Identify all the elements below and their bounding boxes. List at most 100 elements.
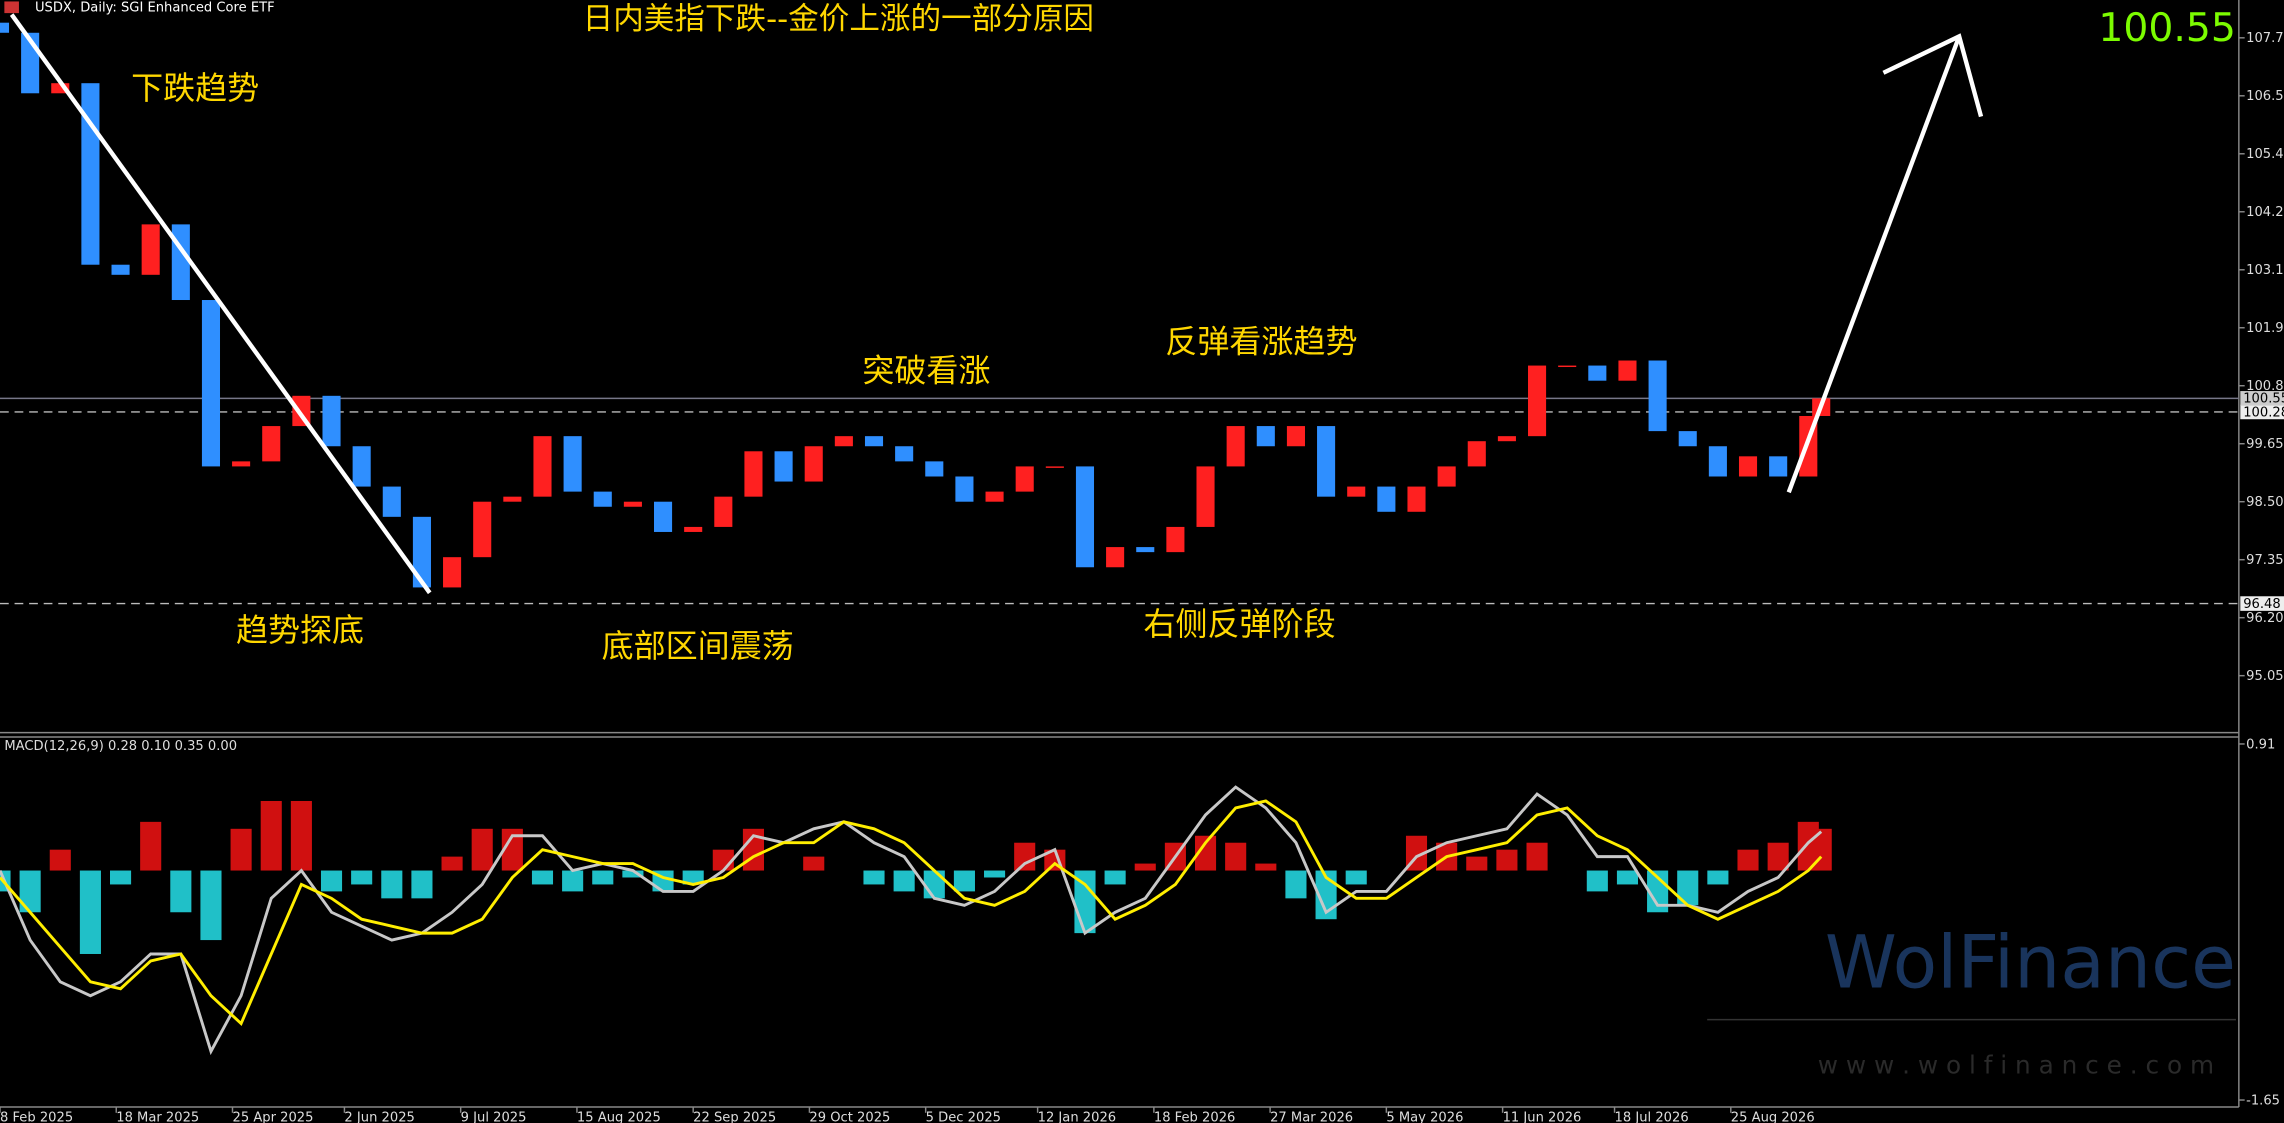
- x-tick-label: 27 Mar 2026: [1270, 1111, 1353, 1123]
- candle: [1226, 426, 1245, 467]
- x-tick-label: 22 Sep 2025: [693, 1111, 776, 1123]
- histogram-bar: [140, 821, 162, 871]
- histogram-bar: [923, 870, 945, 899]
- histogram-bar: [200, 870, 222, 941]
- histogram-bar: [1104, 870, 1126, 885]
- candle: [322, 395, 341, 447]
- candle: [834, 436, 853, 447]
- watermark-brand: WolFinance: [1825, 921, 2236, 1006]
- histogram-bar: [1586, 870, 1608, 892]
- candle: [1015, 466, 1034, 492]
- annotation: 右侧反弹阶段: [1143, 605, 1335, 643]
- candle: [593, 491, 612, 507]
- candle: [1497, 436, 1516, 442]
- candle: [1738, 456, 1758, 477]
- histogram-bar: [1677, 870, 1699, 906]
- histogram-bar: [1225, 842, 1247, 871]
- annotation: 下跌趋势: [131, 69, 259, 107]
- candle: [1708, 446, 1727, 477]
- current-price: 100.55: [2098, 6, 2236, 51]
- candle: [201, 300, 221, 467]
- y-tick-label: 104.25: [2246, 205, 2284, 220]
- histogram-bar: [1466, 856, 1488, 871]
- candle: [1196, 466, 1215, 527]
- candle: [81, 83, 100, 265]
- flag-icon: [4, 1, 19, 14]
- x-tick-label: 29 Oct 2025: [809, 1111, 890, 1123]
- candle: [1256, 426, 1275, 447]
- histogram-bar: [1194, 835, 1217, 871]
- histogram-bar: [290, 800, 312, 871]
- level-tag: [2240, 404, 2284, 420]
- trend-line: [9, 13, 432, 595]
- histogram-bar: [260, 800, 282, 871]
- histogram-bar: [320, 870, 343, 892]
- x-tick-label: 18 Jul 2026: [1615, 1111, 1689, 1123]
- histogram-bar: [984, 870, 1006, 878]
- annotation: 底部区间震荡: [602, 627, 794, 665]
- histogram-bar: [411, 870, 433, 899]
- histogram-bar: [501, 828, 523, 871]
- histogram-bar: [1737, 849, 1759, 871]
- y-tick-label: 100.80: [2246, 379, 2284, 394]
- histogram-bar: [1014, 842, 1036, 871]
- histogram-bar: [1345, 870, 1367, 885]
- histogram-bar: [441, 856, 463, 871]
- x-tick-label: 11 Jun 2026: [1503, 1111, 1582, 1123]
- candle: [262, 426, 281, 462]
- chart-title: 日内美指下跌--金价上涨的一部分原因: [583, 2, 1094, 37]
- candle: [473, 501, 492, 558]
- current-price-tag: [2240, 391, 2284, 406]
- histogram-bar: [531, 870, 554, 885]
- histogram-bar: [49, 849, 71, 871]
- histogram-bar: [682, 870, 704, 885]
- y-tick-label: -1.65: [2246, 1093, 2280, 1108]
- histogram-bar: [110, 870, 132, 885]
- candle: [1286, 426, 1305, 447]
- candle: [1075, 466, 1095, 568]
- candle: [382, 486, 401, 517]
- histogram-bar: [1526, 842, 1548, 871]
- annotation: 反弹看涨趋势: [1165, 322, 1357, 360]
- histogram-bar: [953, 870, 975, 892]
- histogram-bar: [1810, 828, 1832, 871]
- candle: [714, 496, 733, 527]
- histogram-bar: [471, 828, 493, 871]
- histogram-bar: [893, 870, 915, 892]
- histogram-bar: [622, 870, 644, 878]
- candle: [925, 461, 944, 477]
- y-tick-label: 95.05: [2246, 669, 2284, 684]
- x-tick-label: 9 Jul 2025: [461, 1111, 527, 1123]
- histogram-bar: [803, 856, 825, 871]
- candle: [1558, 365, 1577, 368]
- histogram-bar: [1616, 870, 1639, 885]
- candle: [1166, 526, 1185, 553]
- candle: [804, 446, 823, 482]
- level-label: 100.28: [2243, 405, 2284, 420]
- histogram-bar: [1496, 849, 1518, 871]
- histogram-bar: [19, 870, 41, 913]
- histogram-bar: [1707, 870, 1729, 885]
- level-label: 96.48: [2243, 597, 2281, 612]
- histogram-bar: [1255, 863, 1277, 871]
- x-tick-label: 15 Aug 2025: [577, 1111, 661, 1123]
- candle: [1136, 547, 1155, 553]
- candle: [623, 501, 642, 507]
- x-tick-label: 5 Dec 2025: [926, 1111, 1001, 1123]
- macd-line: [0, 785, 1823, 1056]
- candle: [955, 476, 974, 502]
- candle: [352, 446, 371, 487]
- candle: [985, 491, 1004, 502]
- x-tick-label: 2 Jun 2025: [344, 1111, 414, 1123]
- histogram-bar: [1767, 842, 1789, 871]
- candle: [1106, 547, 1125, 568]
- y-tick-label: 98.50: [2246, 495, 2284, 510]
- y-tick-label: 101.95: [2246, 321, 2284, 336]
- chart-header: USDX, Daily: SGI Enhanced Core ETF: [35, 1, 275, 16]
- candle: [1588, 365, 1607, 381]
- candle: [111, 264, 130, 275]
- y-tick-label: 107.70: [2246, 31, 2284, 46]
- candle: [443, 557, 462, 588]
